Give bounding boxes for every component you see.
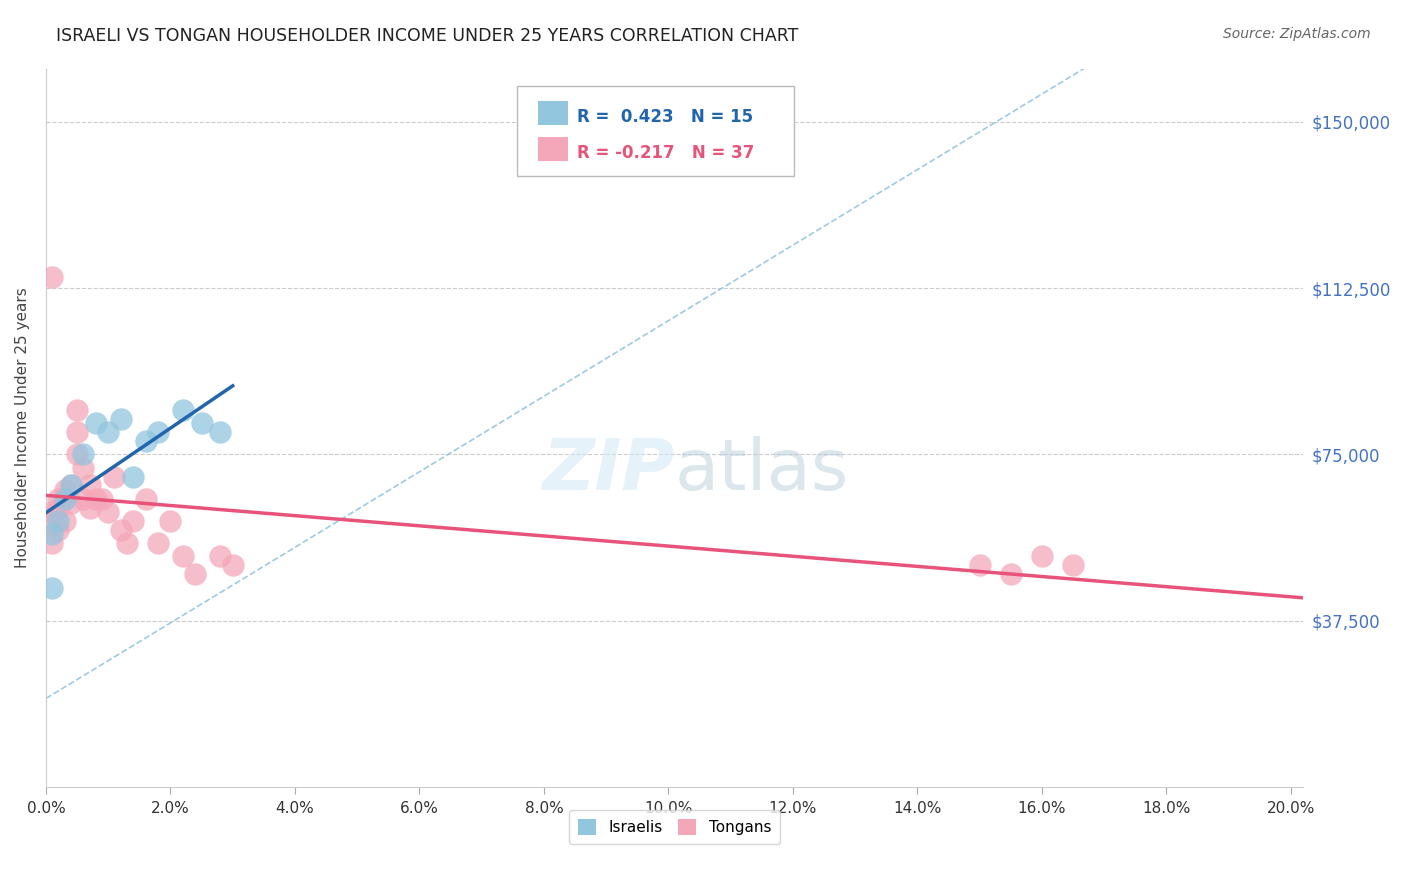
Point — [1000, 567, 1022, 582]
Point — [122, 469, 145, 483]
Point — [222, 558, 245, 573]
Point — [110, 523, 132, 537]
Legend: Israelis, Tongans: Israelis, Tongans — [569, 810, 780, 844]
Point — [97, 425, 120, 440]
Y-axis label: Householder Income Under 25 years: Householder Income Under 25 years — [15, 287, 30, 568]
Point — [84, 417, 107, 431]
Point — [53, 483, 76, 497]
Point — [172, 549, 194, 564]
Point — [41, 270, 63, 285]
Point — [41, 527, 63, 541]
Text: R =  0.423   N = 15: R = 0.423 N = 15 — [576, 108, 752, 126]
Point — [190, 417, 212, 431]
Point — [48, 514, 70, 528]
Text: Source: ZipAtlas.com: Source: ZipAtlas.com — [1223, 27, 1371, 41]
Point — [53, 491, 76, 506]
Point — [1062, 558, 1084, 573]
Point — [72, 491, 94, 506]
Point — [969, 558, 991, 573]
Point — [146, 536, 169, 550]
Point — [84, 491, 107, 506]
Point — [115, 536, 138, 550]
Point — [122, 514, 145, 528]
Point — [135, 434, 157, 449]
Point — [59, 496, 82, 510]
Point — [53, 514, 76, 528]
Point — [146, 425, 169, 440]
Point — [41, 536, 63, 550]
Text: atlas: atlas — [675, 436, 849, 506]
Point — [172, 403, 194, 417]
Point — [53, 491, 76, 506]
Point — [97, 505, 120, 519]
Point — [72, 460, 94, 475]
Point — [103, 469, 125, 483]
Point — [48, 500, 70, 515]
Point — [41, 505, 63, 519]
Point — [72, 447, 94, 461]
FancyBboxPatch shape — [517, 87, 794, 177]
Point — [110, 412, 132, 426]
Text: R = -0.217   N = 37: R = -0.217 N = 37 — [576, 144, 754, 161]
Point — [66, 425, 89, 440]
Point — [79, 478, 101, 492]
Point — [184, 567, 207, 582]
Text: ISRAELI VS TONGAN HOUSEHOLDER INCOME UNDER 25 YEARS CORRELATION CHART: ISRAELI VS TONGAN HOUSEHOLDER INCOME UND… — [56, 27, 799, 45]
Point — [79, 500, 101, 515]
Point — [48, 491, 70, 506]
Point — [209, 425, 232, 440]
Point — [209, 549, 232, 564]
FancyBboxPatch shape — [537, 101, 568, 125]
Point — [159, 514, 181, 528]
Point — [41, 581, 63, 595]
Point — [1031, 549, 1053, 564]
Point — [41, 514, 63, 528]
Point — [66, 447, 89, 461]
Point — [66, 403, 89, 417]
Point — [59, 478, 82, 492]
Point — [91, 491, 114, 506]
Text: ZIP: ZIP — [543, 436, 675, 506]
Point — [135, 491, 157, 506]
Point — [59, 478, 82, 492]
FancyBboxPatch shape — [537, 137, 568, 161]
Point — [48, 523, 70, 537]
